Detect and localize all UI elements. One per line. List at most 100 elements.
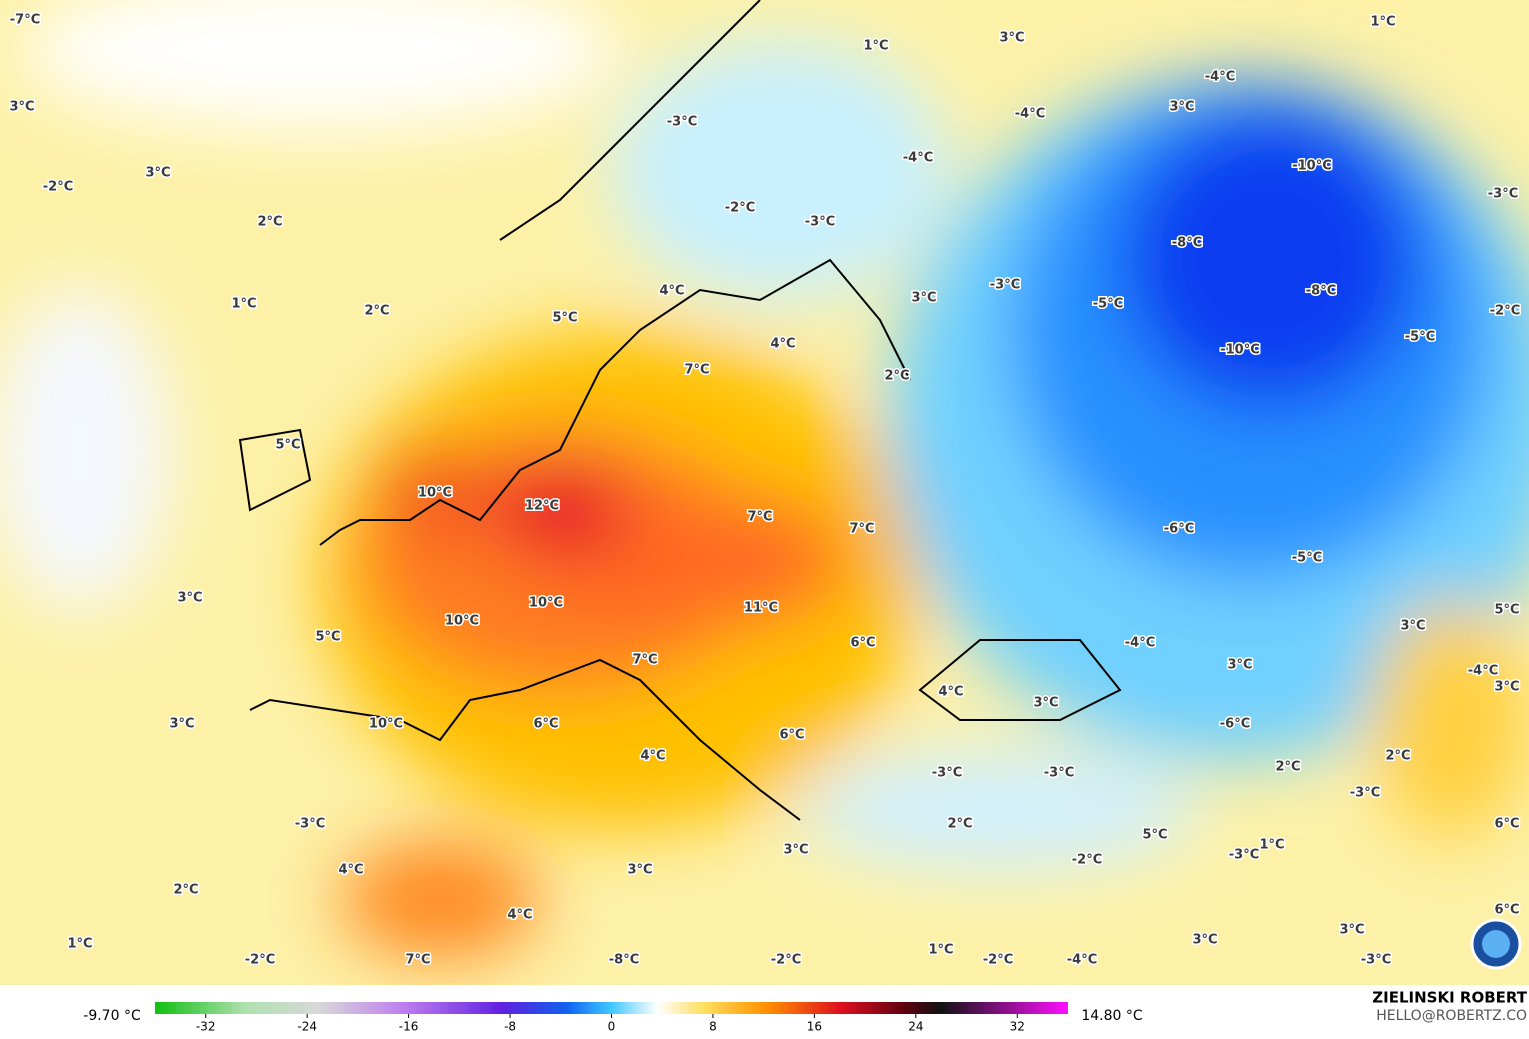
colorbar-tick-label: 8 <box>709 1020 717 1034</box>
coastlines <box>238 0 1122 821</box>
temperature-label: -3°C <box>295 817 325 832</box>
temperature-label: -2°C <box>725 201 755 216</box>
temperature-label: 3°C <box>1033 696 1058 711</box>
temperature-label: 4°C <box>659 284 684 299</box>
temperature-label: 6°C <box>850 636 875 651</box>
temperature-label: 2°C <box>884 369 909 384</box>
temperature-label: 5°C <box>1494 603 1519 618</box>
temperature-label: 1°C <box>1370 15 1395 30</box>
colorbar-tick-label: -32 <box>196 1020 216 1034</box>
temperature-label: 3°C <box>9 100 34 115</box>
temperature-label: 7°C <box>849 522 874 537</box>
temperature-label: 1°C <box>863 39 888 54</box>
temperature-label: -5°C <box>1405 330 1435 345</box>
credit-author: ZIELINSKI ROBERT <box>1372 989 1527 1007</box>
temperature-label: -4°C <box>1015 107 1045 122</box>
temperature-label: 6°C <box>533 717 558 732</box>
temperature-label: -8°C <box>1172 236 1202 251</box>
temperature-label: -2°C <box>245 953 275 968</box>
temperature-label: 6°C <box>779 728 804 743</box>
temperature-label: 1°C <box>1259 838 1284 853</box>
temperature-label: 3°C <box>1494 680 1519 695</box>
temperature-label: 3°C <box>1339 923 1364 938</box>
temperature-label: 6°C <box>1494 903 1519 918</box>
colorbar-max: 14.80 °C <box>1081 1008 1143 1024</box>
temperature-label: -3°C <box>1350 786 1380 801</box>
temperature-label: 5°C <box>552 311 577 326</box>
colorbar-tick-label: 16 <box>807 1020 822 1034</box>
temperature-label: 2°C <box>364 304 389 319</box>
temperature-label: 2°C <box>1385 749 1410 764</box>
temperature-label: -3°C <box>932 766 962 781</box>
temperature-label: -3°C <box>1361 953 1391 968</box>
temperature-label: 7°C <box>747 510 772 525</box>
temperature-label: -3°C <box>805 215 835 230</box>
temperature-label: 10°C <box>445 614 479 629</box>
colorbar-tick-label: -8 <box>504 1020 516 1034</box>
temperature-label: 10°C <box>529 596 563 611</box>
colorbar-tick-label: -16 <box>399 1020 419 1034</box>
temperature-label: -6°C <box>1220 717 1250 732</box>
temperature-label: 2°C <box>1275 760 1300 775</box>
temperature-label: -3°C <box>1488 187 1518 202</box>
temperature-label: 5°C <box>315 630 340 645</box>
temperature-label: 5°C <box>1142 828 1167 843</box>
temperature-label: -3°C <box>667 115 697 130</box>
map <box>0 0 1529 985</box>
temperature-label: 1°C <box>67 937 92 952</box>
temperature-label: 11°C <box>744 601 778 616</box>
temperature-label: -2°C <box>43 180 73 195</box>
temperature-label: -5°C <box>1093 297 1123 312</box>
temperature-label: 6°C <box>1494 817 1519 832</box>
temperature-label: 4°C <box>338 863 363 878</box>
colorbar-tick-label: 24 <box>908 1020 923 1034</box>
temperature-field <box>0 0 1529 960</box>
temperature-label: -3°C <box>990 278 1020 293</box>
temperature-label: 3°C <box>783 843 808 858</box>
temperature-label: 7°C <box>405 953 430 968</box>
temperature-label: -4°C <box>1205 70 1235 85</box>
temperature-label: 4°C <box>640 749 665 764</box>
temperature-label: 10°C <box>418 486 452 501</box>
temperature-label: 3°C <box>999 31 1024 46</box>
temperature-label: -4°C <box>903 151 933 166</box>
temperature-label: 3°C <box>177 591 202 606</box>
temperature-label: 4°C <box>938 685 963 700</box>
temperature-label: 3°C <box>1227 658 1252 673</box>
temperature-label: 5°C <box>275 438 300 453</box>
temperature-label: -2°C <box>1490 304 1520 319</box>
temperature-label: 2°C <box>173 883 198 898</box>
temperature-label: 1°C <box>928 943 953 958</box>
temperature-label: 3°C <box>1400 619 1425 634</box>
temperature-label: 3°C <box>169 717 194 732</box>
temperature-label: 10°C <box>369 717 403 732</box>
temperature-label: -2°C <box>1072 853 1102 868</box>
temperature-label: 4°C <box>770 337 795 352</box>
temperature-label: 7°C <box>632 653 657 668</box>
temperature-label: -6°C <box>1164 522 1194 537</box>
temperature-label: -3°C <box>1044 766 1074 781</box>
temperature-label: -2°C <box>983 953 1013 968</box>
temperature-label: -3°C <box>1229 848 1259 863</box>
credit-contact: HELLO@ROBERTZ.CO <box>1376 1008 1527 1024</box>
temperature-label: -4°C <box>1067 953 1097 968</box>
temperature-label: -10°C <box>1292 159 1332 174</box>
temperature-label: 3°C <box>1192 933 1217 948</box>
temperature-label: -2°C <box>771 953 801 968</box>
colorbar <box>155 1002 1068 1014</box>
temperature-label: 2°C <box>947 817 972 832</box>
temperature-label: -8°C <box>609 953 639 968</box>
colorbar-tick-label: 0 <box>608 1020 616 1034</box>
temperature-label: -5°C <box>1292 551 1322 566</box>
temperature-label: 1°C <box>231 297 256 312</box>
temperature-label: -4°C <box>1468 664 1498 679</box>
temperature-label: 3°C <box>145 166 170 181</box>
credits-logo <box>1470 918 1522 970</box>
temperature-label: -10°C <box>1220 343 1260 358</box>
temperature-label: 3°C <box>1169 100 1194 115</box>
colorbar-tick-label: 32 <box>1010 1020 1025 1034</box>
temperature-label: 2°C <box>257 215 282 230</box>
colorbar-min: -9.70 °C <box>83 1008 141 1024</box>
temperature-label: 3°C <box>627 863 652 878</box>
